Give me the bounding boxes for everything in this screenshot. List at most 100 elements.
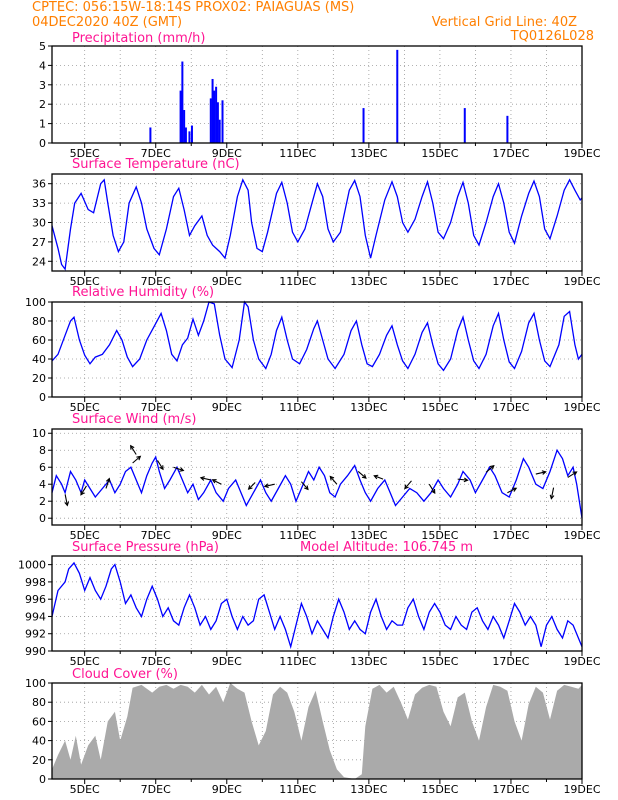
- pressure-xtick-label: 13DEC: [350, 655, 387, 668]
- header-grid-line: Vertical Grid Line: 40Z: [431, 15, 577, 30]
- wind-arrow: [264, 483, 275, 487]
- precip-ytick-label: 3: [39, 79, 46, 92]
- precip-ytick-label: 4: [39, 59, 46, 72]
- pressure-xtick-label: 9DEC: [212, 655, 242, 668]
- wind-arrow-head: [263, 483, 269, 489]
- wind-arrow: [485, 465, 495, 473]
- humidity-xtick-label: 13DEC: [350, 401, 387, 414]
- wind-arrow-head: [199, 476, 205, 481]
- precip-xtick-label: 7DEC: [141, 147, 171, 160]
- precip-xtick-label: 5DEC: [70, 147, 100, 160]
- humidity-panel: Relative Humidity (%) 0 20 40 60 80 100 5DEC 7DE…: [25, 285, 601, 414]
- wind-arrow: [404, 480, 412, 489]
- wind-arrow-head: [247, 485, 253, 490]
- pressure-ytick-label: 998: [25, 576, 46, 589]
- humidity-series-line: [51, 300, 583, 372]
- pressure-ytick-label: 994: [25, 610, 46, 623]
- wind-arrow-head: [304, 485, 309, 491]
- precip-xtick-label: 19DEC: [563, 147, 600, 160]
- precip-bar: [190, 125, 193, 143]
- precip-xtick-label: 11DEC: [279, 147, 316, 160]
- humidity-xtick-label: 5DEC: [70, 401, 100, 414]
- pressure-ytick-label: 996: [25, 593, 46, 606]
- wind-arrow-head: [541, 470, 547, 475]
- wind-arrow-head: [572, 471, 578, 476]
- wind-arrow-head: [211, 479, 217, 484]
- humidity-title: Relative Humidity (%): [72, 285, 214, 300]
- wind-arrow-head: [489, 464, 495, 470]
- precip-xtick-label: 17DEC: [492, 147, 529, 160]
- wind-ytick-label: 4: [39, 478, 46, 491]
- precip-bar: [149, 127, 152, 143]
- humidity-xtick-label: 19DEC: [563, 401, 600, 414]
- humidity-xtick-label: 7DEC: [141, 401, 171, 414]
- temperature-xtick-label: 13DEC: [350, 275, 387, 288]
- header-line1: CPTEC: 056:15W-18:14S PROX02: PAIAGUAS (…: [32, 0, 355, 15]
- temperature-xtick-label: 5DEC: [70, 275, 100, 288]
- wind-arrow: [157, 460, 164, 470]
- humidity-xtick-label: 9DEC: [212, 401, 242, 414]
- precip-xtick-label: 13DEC: [350, 147, 387, 160]
- precip-panel: Precipitation (mm/h) 0 1 2 3 4 5 5DEC 7DEC 9DEC 11…: [39, 31, 601, 160]
- wind-ytick-label: 8: [39, 444, 46, 457]
- pressure-xtick-label: 7DEC: [141, 655, 171, 668]
- wind-arrow: [173, 466, 184, 472]
- wind-arrow-head: [136, 455, 142, 461]
- precip-bar: [179, 90, 182, 143]
- precip-bar: [215, 86, 218, 143]
- wind-arrow-head: [64, 501, 70, 507]
- pressure-xtick-label: 19DEC: [563, 655, 600, 668]
- humidity-xtick-label: 17DEC: [492, 401, 529, 414]
- wind-arrow-head: [512, 487, 518, 492]
- wind-arrow-head: [329, 475, 335, 481]
- cloud-area: [52, 683, 582, 779]
- wind-arrow: [80, 485, 87, 496]
- wind-arrow-head: [130, 444, 135, 450]
- humidity-frame: [51, 301, 583, 398]
- wind-arrow: [457, 478, 468, 481]
- precip-bar: [184, 127, 187, 143]
- wind-xtick-label: 19DEC: [563, 529, 600, 542]
- pressure-ytick-label: 1000: [18, 559, 46, 572]
- cloud-xtick-label: 5DEC: [70, 783, 100, 796]
- wind-arrow-head: [179, 467, 185, 472]
- wind-frame: [51, 428, 583, 526]
- cloud-ytick-label: 40: [32, 735, 46, 748]
- precip-bar: [463, 108, 466, 143]
- wind-arrow: [248, 482, 256, 490]
- pressure-xtick-label: 11DEC: [279, 655, 316, 668]
- pressure-frame: [51, 555, 583, 652]
- temperature-title: Surface Temperature (nC): [72, 157, 240, 172]
- precip-bar: [181, 61, 184, 143]
- precip-bar: [506, 115, 509, 143]
- cloud-xtick-label: 11DEC: [279, 783, 316, 796]
- temperature-ytick-label: 33: [32, 197, 46, 210]
- cloud-ytick-label: 0: [39, 773, 46, 786]
- wind-arrow-head: [463, 477, 469, 483]
- wind-arrow: [64, 494, 68, 506]
- humidity-ytick-label: 40: [32, 353, 46, 366]
- pressure-ytick-label: 992: [25, 628, 46, 641]
- wind-panel: Surface Wind (m/s) 0 2 4 6 8 10 5DEC 7DEC 9DEC 11D…: [32, 412, 601, 542]
- cloud-ytick-label: 20: [32, 754, 46, 767]
- pressure-panel: Surface Pressure (hPa) Model Altitude: 10…: [18, 540, 601, 668]
- pressure-xtick-label: 5DEC: [70, 655, 100, 668]
- wind-xtick-label: 7DEC: [141, 529, 171, 542]
- pressure-series-line: [51, 561, 583, 650]
- wind-arrow-head: [430, 488, 436, 494]
- wind-ytick-label: 0: [39, 512, 46, 525]
- precip-bar: [216, 102, 219, 143]
- humidity-ytick-label: 60: [32, 334, 46, 347]
- wind-arrow: [132, 455, 141, 464]
- humidity-xtick-label: 11DEC: [279, 401, 316, 414]
- pressure-ytick-label: 990: [25, 645, 46, 658]
- wind-arrow: [507, 487, 517, 494]
- wind-xtick-label: 9DEC: [212, 529, 242, 542]
- cloud-ytick-label: 100: [25, 677, 46, 690]
- cloud-xtick-label: 15DEC: [421, 783, 458, 796]
- precip-bar: [209, 98, 212, 143]
- precip-frame: [51, 45, 583, 144]
- cloud-ytick-label: 60: [32, 715, 46, 728]
- wind-xtick-label: 5DEC: [70, 529, 100, 542]
